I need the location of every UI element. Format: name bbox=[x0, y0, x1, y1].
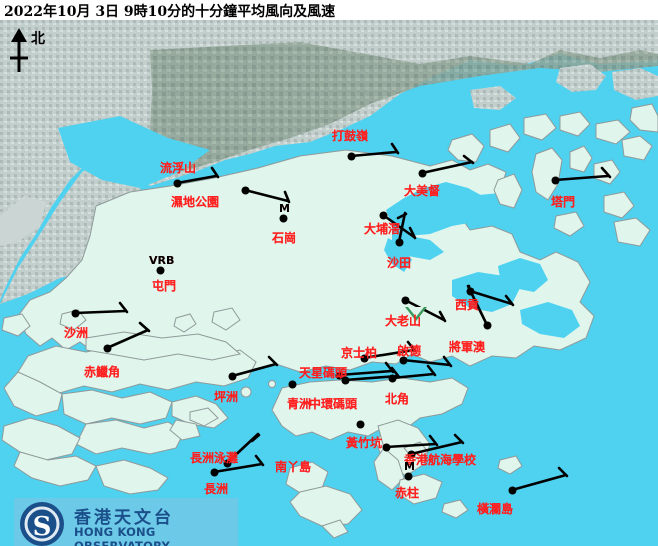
hko-swirl-logo-icon: S bbox=[20, 502, 64, 546]
station-label[interactable]: 坪洲 bbox=[214, 390, 239, 404]
station-marker[interactable] bbox=[290, 382, 295, 387]
station-marker[interactable] bbox=[175, 181, 180, 186]
title-bar: 2022年10月 3日 9時10分的十分鐘平均風向及風速 bbox=[0, 0, 658, 20]
station-label[interactable]: 北角 bbox=[385, 392, 410, 406]
wind-barbs-layer bbox=[73, 142, 612, 492]
station-label[interactable]: 濕地公園 bbox=[171, 195, 220, 209]
station-label[interactable]: 屯門 bbox=[152, 279, 177, 293]
map-canvas: 北 打鼓嶺流浮山濕地公園 大美督塔門 M 石崗 大埔滘沙田 VRB 屯門西貢大老山沙洲赤鱲角… bbox=[0, 20, 658, 546]
map-graphics bbox=[0, 20, 658, 546]
station-marker[interactable] bbox=[358, 422, 363, 427]
mainland-china-landmass bbox=[0, 20, 658, 304]
station-label[interactable]: 黃竹坑 bbox=[346, 436, 383, 450]
station-label[interactable]: 中環碼頭 bbox=[309, 397, 358, 411]
station-label[interactable]: 大老山 bbox=[385, 314, 422, 328]
station-marker[interactable] bbox=[73, 311, 78, 316]
station-label[interactable]: 長洲泳灘 bbox=[190, 451, 239, 465]
station-marker[interactable] bbox=[349, 154, 354, 159]
deep-bay-water bbox=[58, 116, 210, 188]
station-marker[interactable] bbox=[401, 358, 406, 363]
station-label[interactable]: 京士柏 bbox=[341, 346, 378, 360]
station-marker[interactable] bbox=[403, 298, 408, 303]
station-marker[interactable] bbox=[384, 445, 389, 450]
svg-text:S: S bbox=[33, 512, 52, 542]
station-marker[interactable] bbox=[381, 213, 386, 218]
station-label[interactable]: 石崗 bbox=[272, 231, 297, 245]
page-title: 2022年10月 3日 9時10分的十分鐘平均風向及風速 bbox=[4, 4, 336, 20]
station-label[interactable]: 橫瀾島 bbox=[477, 502, 514, 516]
station-label[interactable]: 沙田 bbox=[387, 256, 412, 270]
north-label: 北 bbox=[31, 31, 45, 47]
station-marker[interactable] bbox=[243, 188, 248, 193]
station-label[interactable]: 香港航海學校 bbox=[404, 453, 477, 467]
station-marker[interactable] bbox=[409, 452, 414, 457]
station-label[interactable]: 將軍澳 bbox=[449, 340, 486, 354]
station-marker[interactable] bbox=[281, 216, 286, 221]
station-marker[interactable] bbox=[510, 488, 515, 493]
logo-chinese-text: 香港天文台 bbox=[74, 508, 174, 528]
station-marker[interactable] bbox=[485, 323, 490, 328]
station-marker[interactable] bbox=[212, 470, 217, 475]
station-marker[interactable] bbox=[230, 374, 235, 379]
station-marker[interactable] bbox=[105, 346, 110, 351]
station-label[interactable]: 大埔滘 bbox=[364, 222, 401, 236]
station-label[interactable]: 大美督 bbox=[404, 184, 441, 198]
station-marker[interactable] bbox=[337, 373, 342, 378]
station-label[interactable]: 赤鱲角 bbox=[84, 365, 121, 379]
station-code-m: M bbox=[404, 460, 415, 473]
station-label[interactable]: 天星碼頭 bbox=[299, 366, 348, 380]
north-arrow-icon bbox=[10, 28, 28, 72]
station-marker[interactable] bbox=[343, 378, 348, 383]
station-label[interactable]: 塔門 bbox=[551, 195, 576, 209]
station-marker[interactable] bbox=[468, 289, 473, 294]
station-marker[interactable] bbox=[390, 376, 395, 381]
station-label[interactable]: 啟德 bbox=[397, 344, 422, 358]
station-label[interactable]: 沙洲 bbox=[64, 326, 89, 340]
hko-logo: S 香港天文台 HONG KONG OBSERVATORY bbox=[14, 498, 238, 546]
north-arrow: 北 bbox=[5, 28, 65, 76]
station-marker[interactable] bbox=[406, 474, 411, 479]
station-label[interactable]: 打鼓嶺 bbox=[332, 129, 369, 143]
station-label[interactable]: 赤柱 bbox=[395, 486, 420, 500]
hong-kong-landmass bbox=[1, 103, 658, 539]
station-marker[interactable] bbox=[420, 171, 425, 176]
station-marker[interactable] bbox=[225, 461, 230, 466]
station-label[interactable]: 南丫島 bbox=[275, 460, 312, 474]
station-label[interactable]: 西貢 bbox=[455, 298, 480, 312]
station-code-vrb: VRB bbox=[149, 254, 175, 267]
station-code-m: M bbox=[279, 202, 290, 215]
station-label[interactable]: 長洲 bbox=[204, 482, 229, 496]
station-label[interactable]: 流浮山 bbox=[160, 161, 197, 175]
station-marker[interactable] bbox=[362, 356, 367, 361]
logo-english-text: HONG KONG OBSERVATORY bbox=[74, 525, 171, 546]
station-marker[interactable] bbox=[397, 240, 402, 245]
station-label[interactable]: 青洲 bbox=[287, 397, 312, 411]
station-marker[interactable] bbox=[158, 268, 163, 273]
station-marker[interactable] bbox=[553, 178, 558, 183]
elevated-station-marker bbox=[405, 307, 427, 321]
